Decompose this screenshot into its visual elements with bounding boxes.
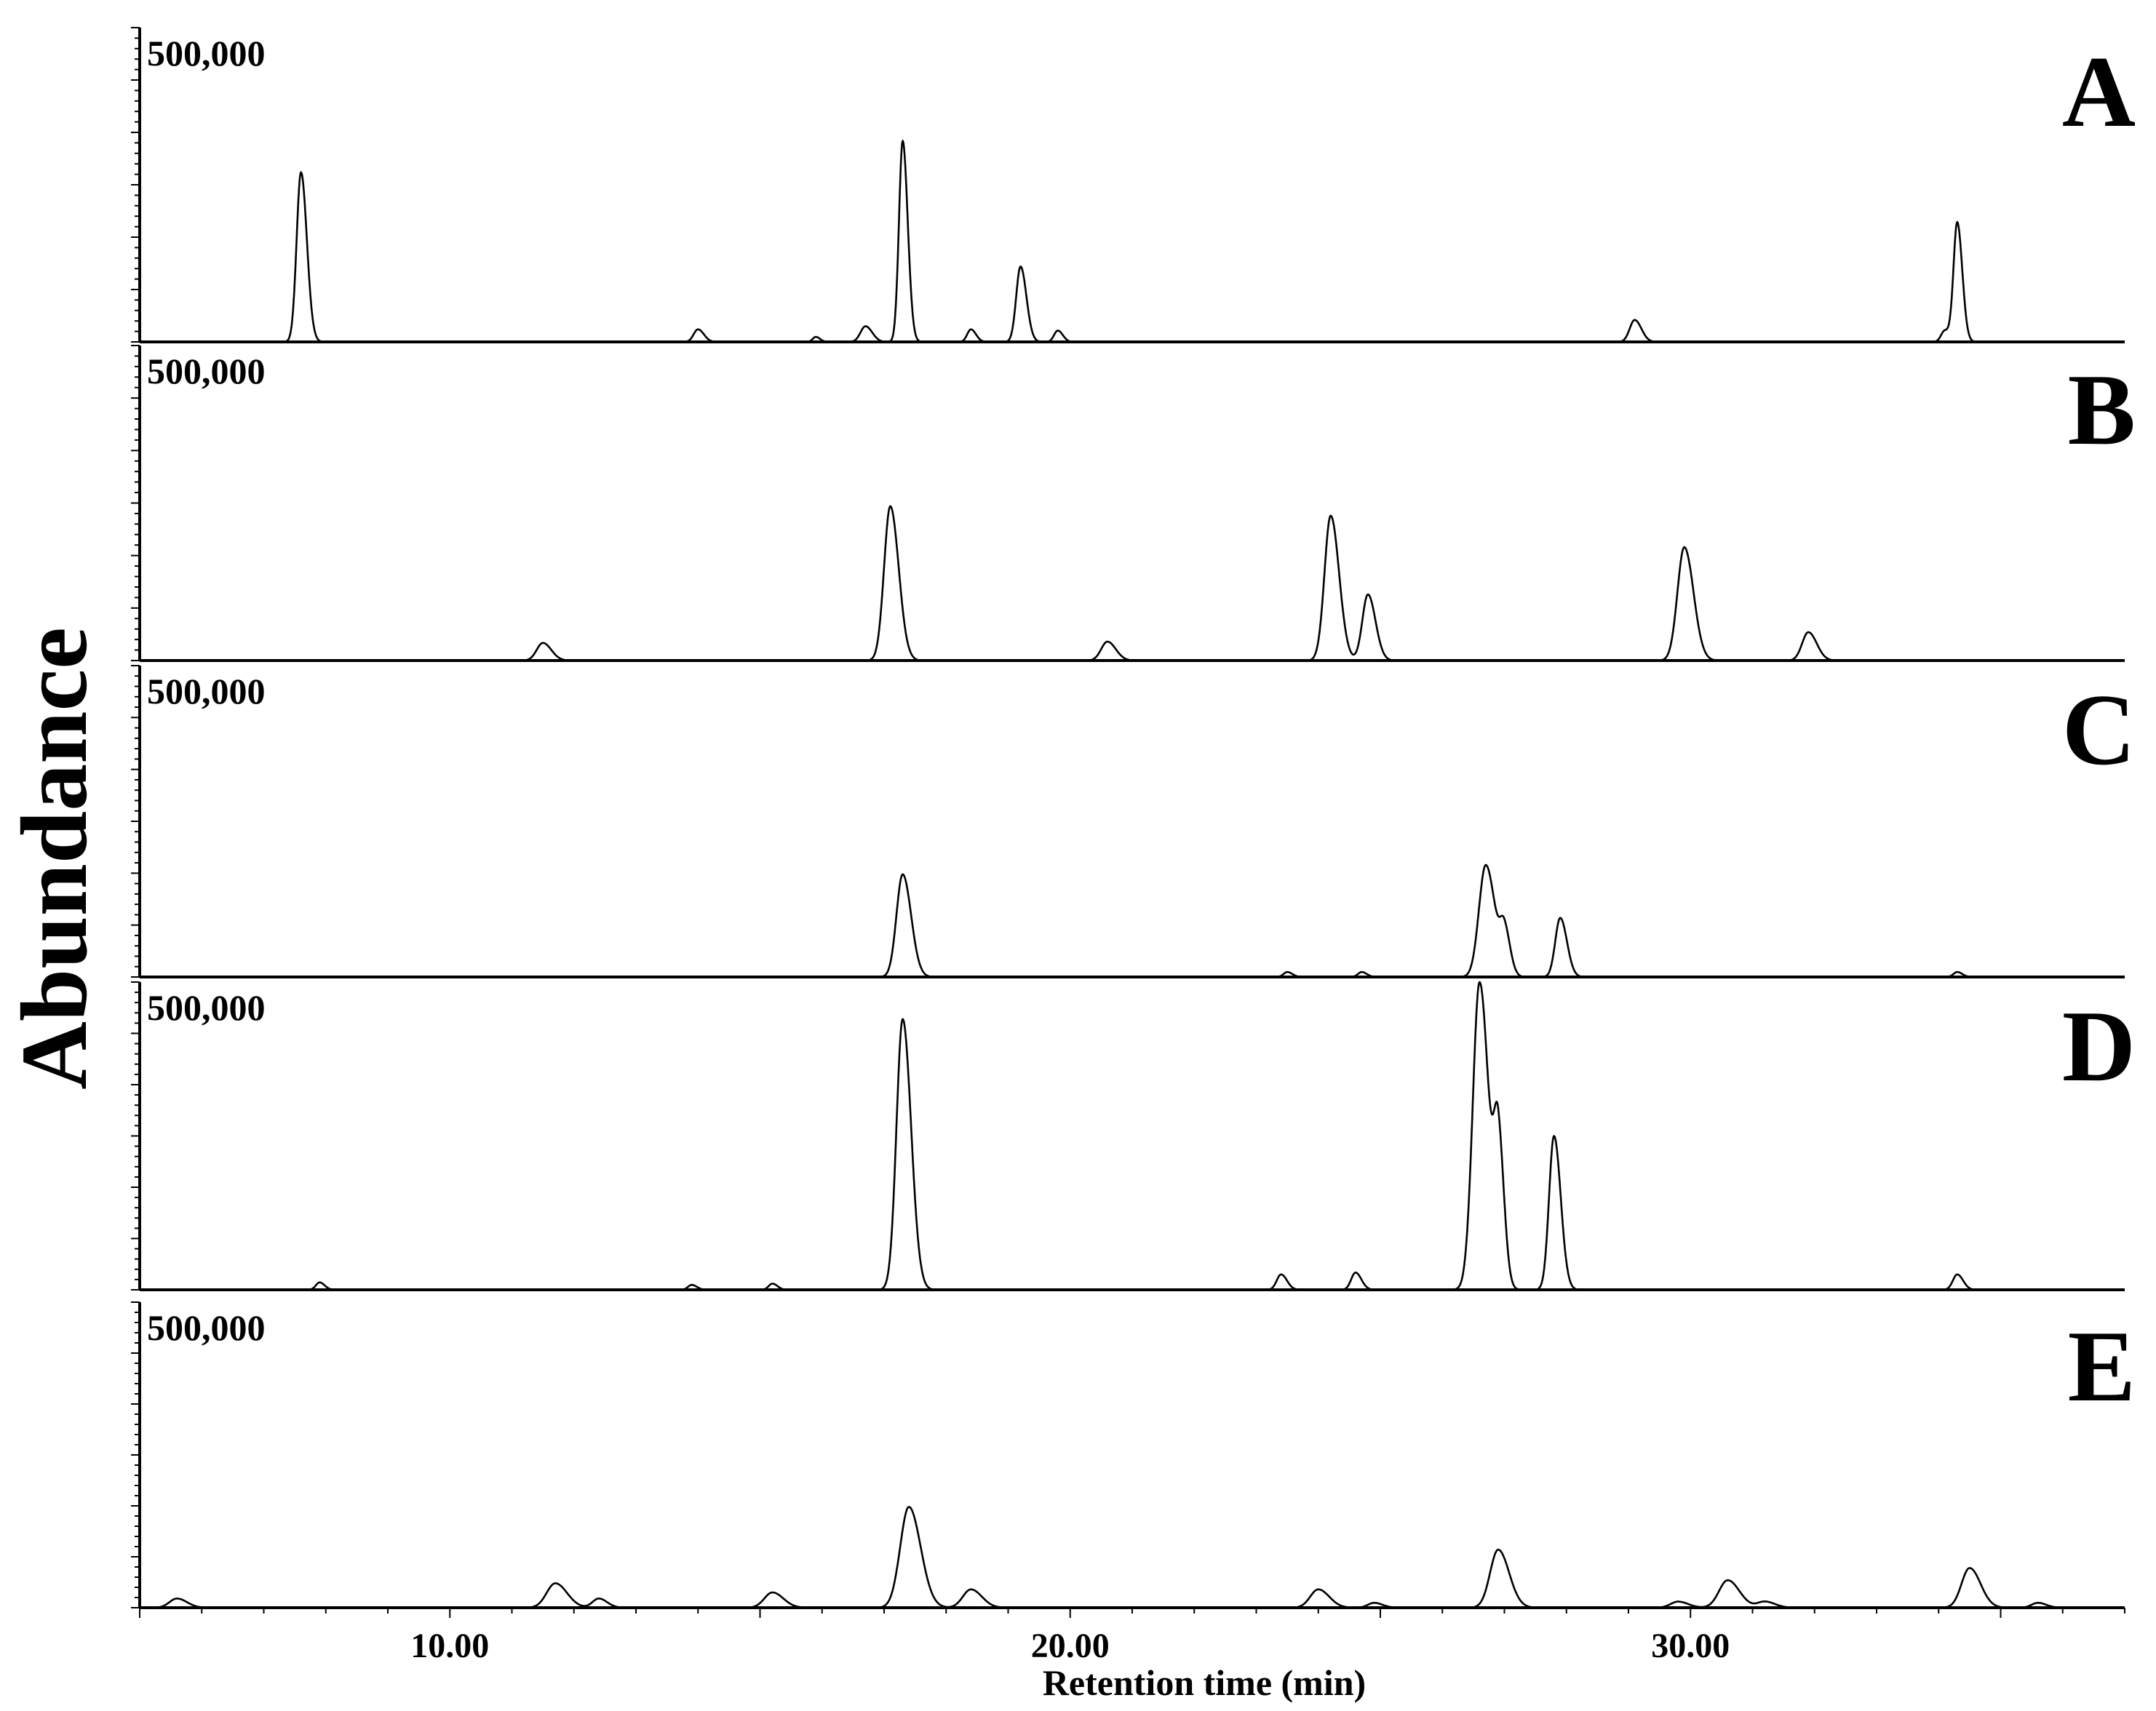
x-axis-title: Retention time (min) bbox=[1043, 1662, 1366, 1703]
trace-D bbox=[146, 981, 2119, 1291]
panel-E: 500,000 E bbox=[131, 1301, 2136, 1609]
panel-letter: E bbox=[2068, 1310, 2136, 1423]
x-tick-label: 20.00 bbox=[1031, 1627, 1110, 1665]
x-tick-label: 30.00 bbox=[1651, 1627, 1730, 1665]
panel-letter: D bbox=[2062, 990, 2136, 1103]
trace-A bbox=[146, 140, 2119, 343]
panel-B: 500,000 B bbox=[131, 345, 2136, 662]
trace-C bbox=[146, 864, 2119, 978]
y-max-label: 500,000 bbox=[147, 33, 266, 73]
x-tick-label: 10.00 bbox=[410, 1627, 489, 1665]
trace-B bbox=[146, 505, 2119, 662]
y-max-label: 500,000 bbox=[147, 1307, 266, 1348]
y-max-label: 500,000 bbox=[147, 671, 266, 711]
panel-A: 500,000 A bbox=[131, 27, 2136, 343]
trace-E bbox=[146, 1506, 2119, 1609]
x-axis: 10.00 20.00 30.00 bbox=[139, 1608, 2125, 1665]
panel-letter: A bbox=[2062, 36, 2136, 148]
y-max-label: 500,000 bbox=[147, 351, 266, 391]
panel-C: 500,000 C bbox=[131, 665, 2136, 978]
y-max-label: 500,000 bbox=[147, 987, 266, 1028]
panels: 500,000 A 500,000 B 500,000 C 500,000 D 500,000 E bbox=[131, 27, 2136, 1609]
panel-letter: C bbox=[2062, 674, 2136, 786]
y-axis-title: Abundance bbox=[2, 627, 107, 1090]
panel-D: 500,000 D bbox=[131, 981, 2136, 1291]
panel-letter: B bbox=[2068, 354, 2136, 466]
